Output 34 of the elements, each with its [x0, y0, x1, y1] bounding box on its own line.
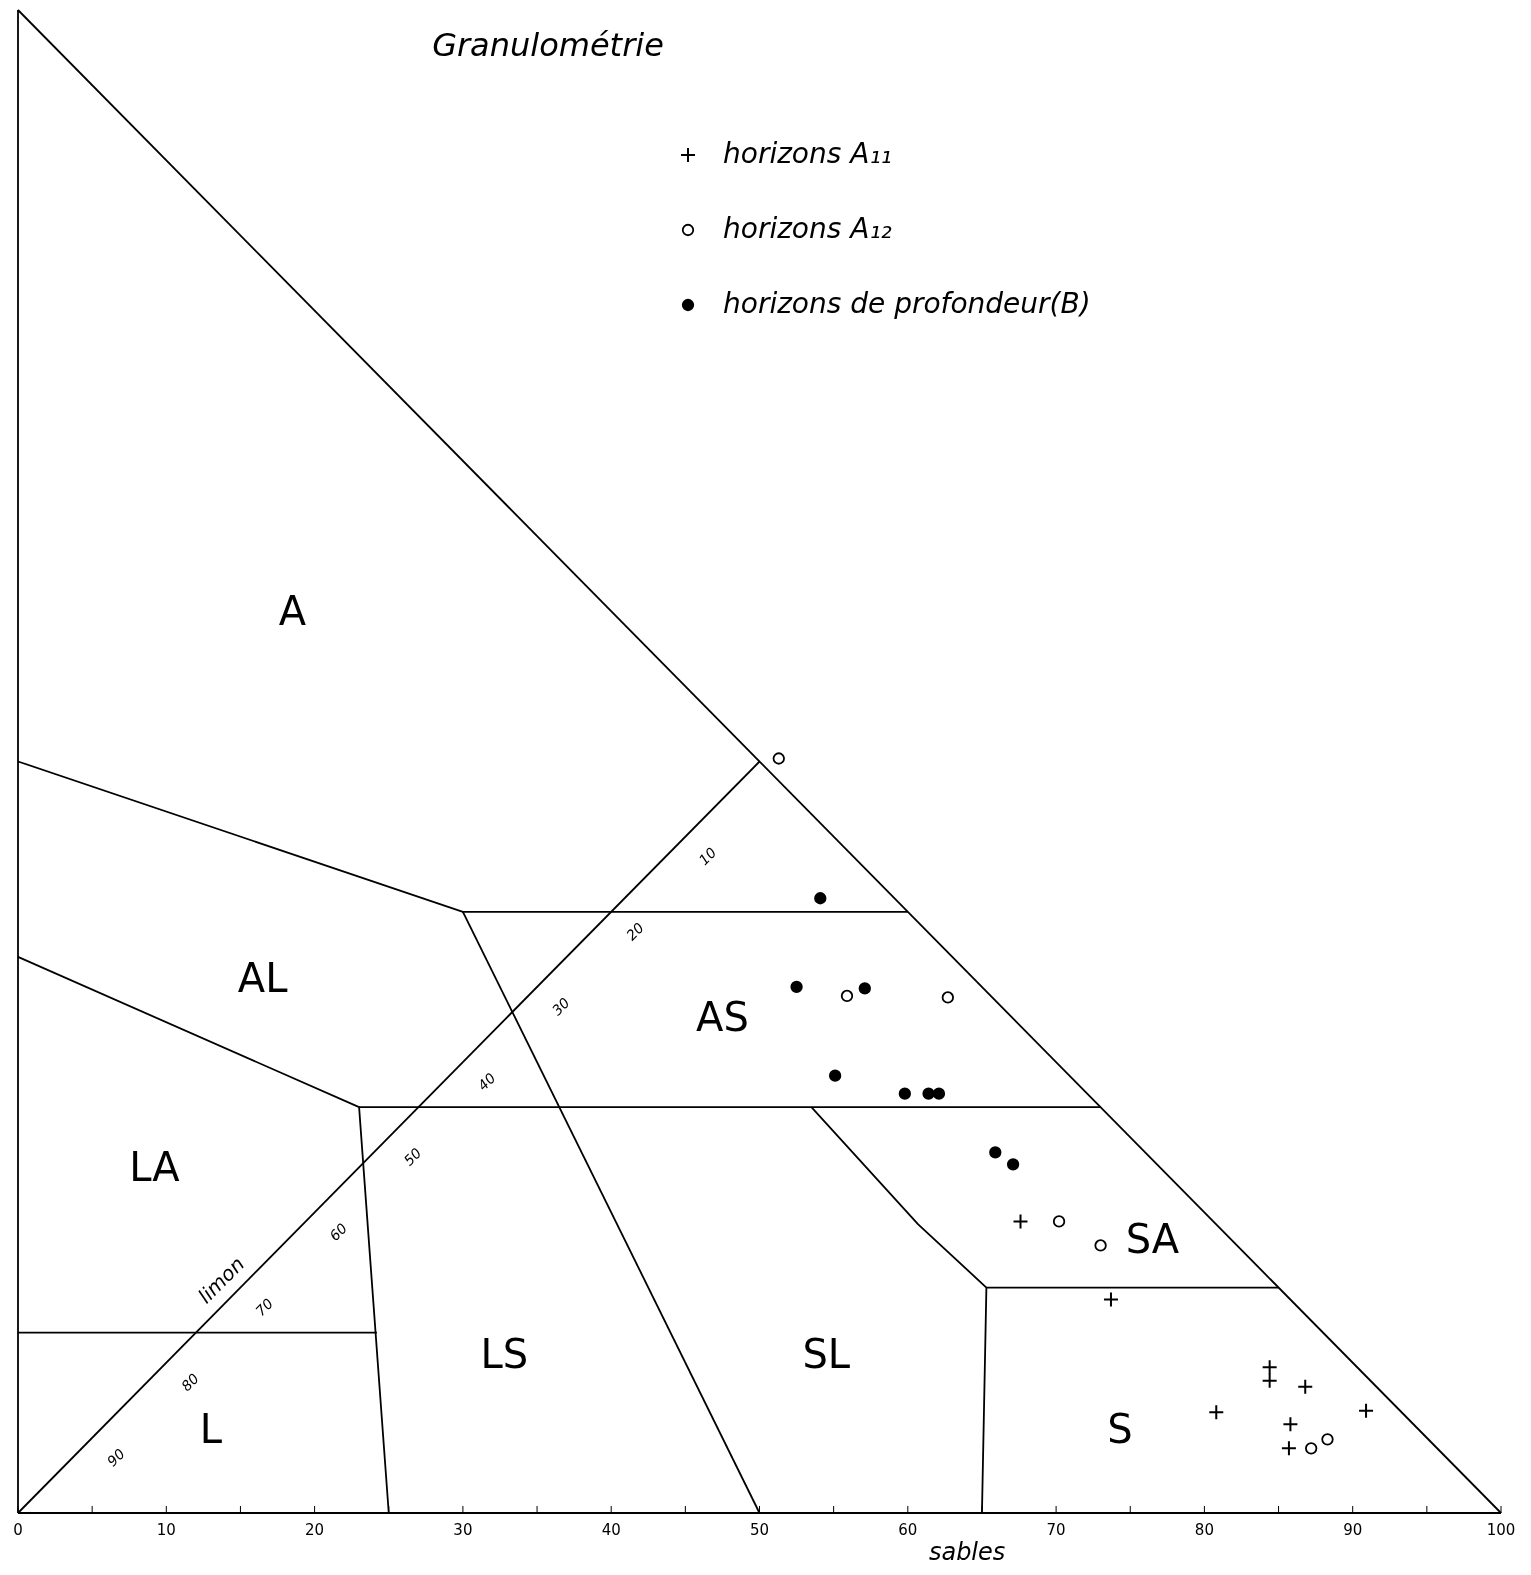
x-tick-label: 70 [1046, 1521, 1066, 1539]
annotation: 50 [400, 1144, 425, 1169]
legend-label: horizons de profondeur(B) [723, 287, 1091, 320]
annotation: 80 [178, 1370, 203, 1395]
x-axis-title: sables [928, 1538, 1006, 1566]
x-tick-label: 90 [1343, 1521, 1363, 1539]
annotation: 90 [103, 1445, 128, 1470]
annotation: L [199, 1405, 223, 1452]
annotation: 40 [474, 1069, 499, 1094]
annotation: S [1107, 1405, 1133, 1452]
annotation: SL [802, 1330, 851, 1377]
x-tick-label: 30 [453, 1521, 473, 1539]
x-tick-label: 100 [1486, 1521, 1516, 1539]
annotation: LA [129, 1144, 181, 1191]
annotation: A [278, 588, 307, 635]
annotation: 70 [252, 1295, 277, 1320]
x-tick-label: 0 [13, 1521, 23, 1539]
x-tick-label: 50 [749, 1521, 770, 1539]
x-tick-label: 80 [1194, 1521, 1214, 1539]
legend-label: horizons A₁₂ [723, 212, 892, 245]
annotation: SA [1125, 1216, 1180, 1263]
legend-label: horizons A₁₁ [723, 137, 892, 170]
annotation: AL [237, 954, 289, 1001]
x-tick-label: 10 [156, 1521, 176, 1539]
annotation: 20 [622, 919, 647, 944]
annotation: LS [480, 1330, 529, 1377]
x-tick-label: 20 [305, 1521, 325, 1539]
annotation: 30 [548, 994, 573, 1019]
annotation: AS [696, 994, 749, 1041]
annotation: 60 [326, 1219, 351, 1244]
annotation: 10 [695, 844, 720, 869]
x-tick-label: 60 [898, 1521, 918, 1539]
x-tick-label: 40 [601, 1521, 621, 1539]
text: Granulométrie [432, 26, 664, 64]
